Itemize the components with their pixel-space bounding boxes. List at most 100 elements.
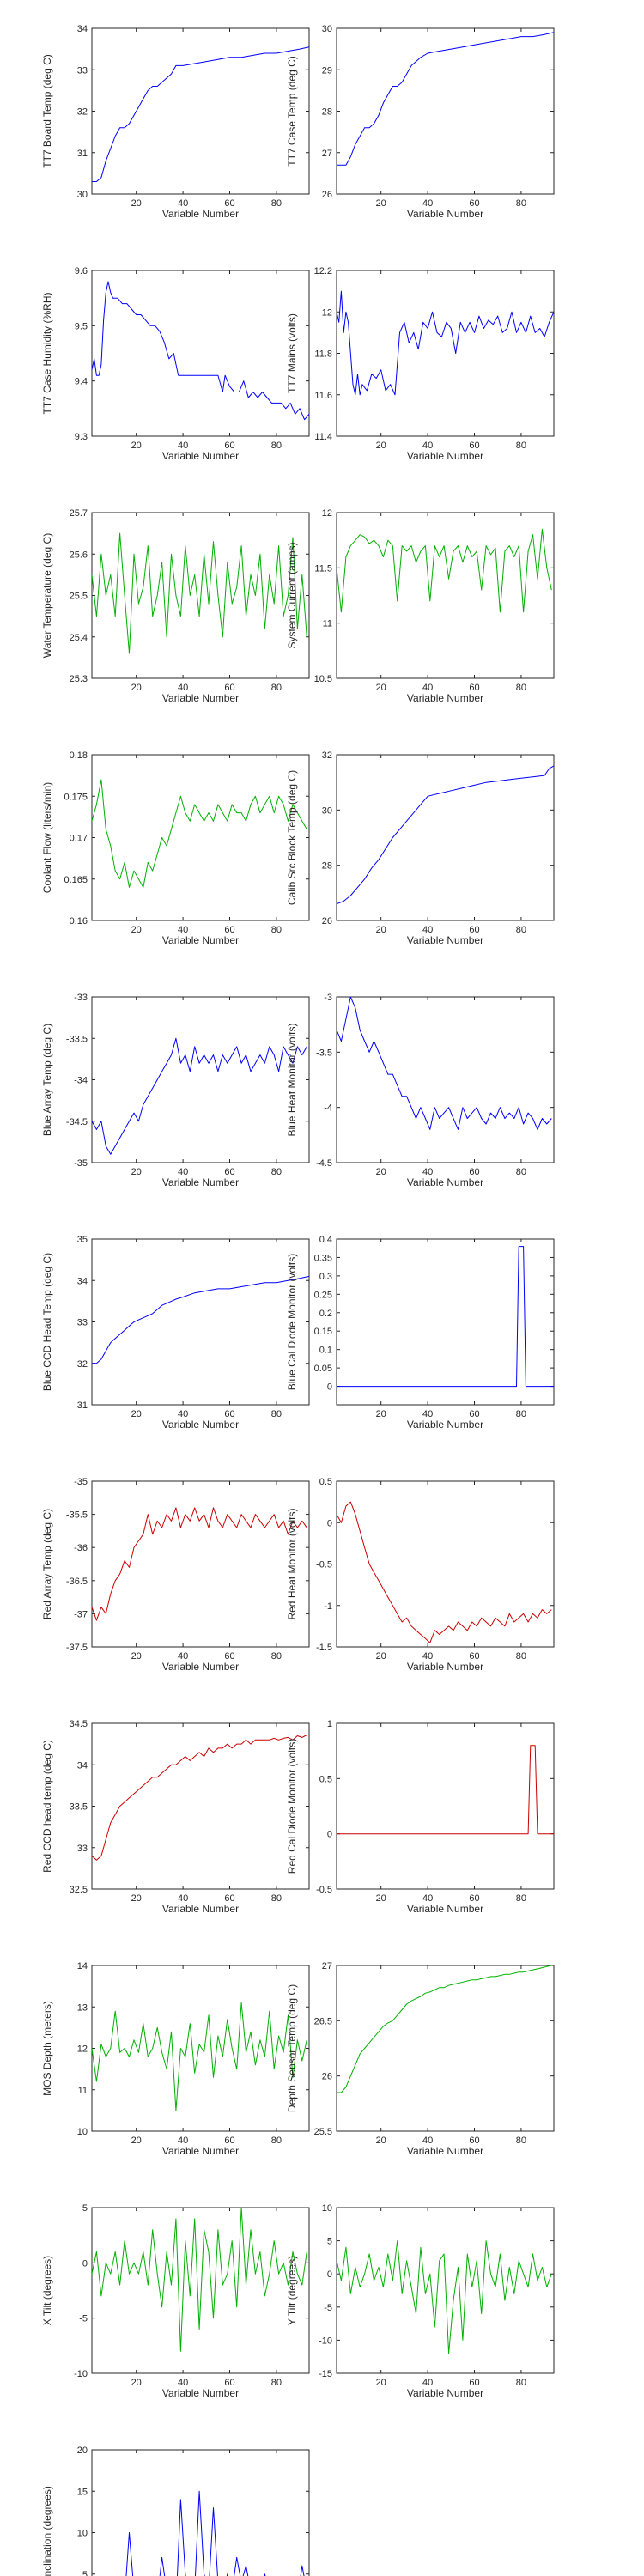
x-tick-label: 40: [178, 1167, 188, 1177]
x-tick-label: 60: [469, 1409, 479, 1419]
y-axis-label: Coolant Flow (liters/min): [41, 782, 53, 893]
y-tick-label: 27: [322, 149, 332, 159]
series-line: [92, 2002, 307, 2111]
axes-box: [336, 2207, 555, 2374]
axes-box: [91, 754, 310, 921]
y-axis-label: Depth Sensor Temp (deg C): [286, 1984, 298, 2112]
y-tick-label: 33.5: [70, 1802, 88, 1813]
x-tick-label: 20: [131, 198, 142, 209]
x-axis-label: Variable Number: [407, 692, 483, 704]
y-axis-label: X Tilt (degrees): [41, 2256, 53, 2325]
series-line: [337, 290, 554, 396]
x-axis-label: Variable Number: [162, 2387, 239, 2399]
y-tick-label: 11: [78, 2086, 88, 2096]
x-tick-label: 60: [469, 925, 479, 935]
y-tick-label: 35: [77, 1235, 88, 1245]
y-tick-label: 32: [322, 750, 332, 761]
y-tick-label: 34: [77, 1760, 88, 1771]
x-axis-label: Variable Number: [162, 1419, 239, 1431]
axes-box: [336, 512, 555, 679]
y-tick-label: -4: [324, 1103, 332, 1114]
x-tick-label: 80: [271, 198, 282, 209]
y-tick-label: 11.8: [314, 349, 332, 360]
x-tick-label: 20: [131, 2378, 142, 2388]
panel-red-heat-monitor: 20 40 60 80 -1.5 -1 -0.5 0 0.5 Variable Number Red…: [286, 1477, 555, 1673]
y-axis-label: Red Heat Monitor (volts): [286, 1508, 298, 1619]
panel-blue-ccd-head-temp: 20 40 60 80 31 32 33 34 35 Variable Number Blue CC…: [41, 1235, 310, 1431]
x-tick-label: 20: [376, 440, 386, 451]
panel-blue-cal-diode-monitor: 20 40 60 80 0 0.05 0.1 0.15 0.2 0.25 0.3 0.35 0.4 Var…: [286, 1235, 555, 1431]
x-tick-label: 40: [178, 2136, 188, 2146]
axes-box: [91, 1238, 310, 1406]
x-tick-label: 20: [131, 2136, 142, 2146]
x-tick-label: 80: [516, 683, 526, 693]
x-tick-label: 80: [516, 2378, 526, 2388]
x-tick-label: 40: [422, 2136, 433, 2146]
y-tick-label: 9.6: [75, 266, 88, 276]
y-axis-label: Y Tilt (degrees): [286, 2256, 298, 2325]
series-line: [337, 1246, 554, 1388]
x-axis-label: Variable Number: [407, 1661, 483, 1673]
x-tick-label: 40: [422, 925, 433, 935]
y-tick-label: 0.25: [314, 1290, 332, 1300]
x-tick-label: 20: [376, 2136, 386, 2146]
panel-inclination: 2040608005101520Variable NumberInclinati…: [41, 2445, 310, 2576]
x-tick-label: 80: [516, 1651, 526, 1662]
x-tick-label: 60: [469, 440, 479, 451]
x-tick-label: 80: [271, 2136, 282, 2146]
x-tick-label: 80: [516, 440, 526, 451]
y-tick-label: 0: [327, 1382, 332, 1393]
x-tick-label: 80: [516, 1167, 526, 1177]
x-tick-label: 60: [224, 1651, 234, 1662]
y-tick-label: 0.05: [314, 1364, 332, 1374]
y-tick-label: 0.15: [314, 1327, 332, 1337]
series-line: [337, 1501, 552, 1643]
x-tick-label: 80: [516, 1893, 526, 1904]
y-axis-label: TT7 Mains (volts): [286, 313, 298, 393]
y-tick-label: -4.5: [316, 1158, 332, 1169]
y-tick-label: 25.5: [70, 592, 88, 602]
series-line: [92, 1507, 307, 1621]
series-line: [337, 2240, 552, 2354]
panel-depth-sensor-temp: 20 40 60 80 25.5 26 26.5 27 Variable Number Depth…: [286, 1961, 555, 2157]
x-tick-label: 60: [224, 1409, 234, 1419]
y-tick-label: 26.5: [314, 2016, 332, 2026]
y-tick-label: 11.4: [314, 432, 332, 442]
y-tick-label: -1: [324, 1601, 332, 1612]
y-tick-label: 14: [77, 1961, 88, 1971]
axes-box: [91, 1480, 310, 1648]
y-tick-label: 32: [77, 107, 88, 118]
x-tick-label: 80: [271, 440, 282, 451]
x-tick-label: 60: [224, 2136, 234, 2146]
panel-red-ccd-head-temp: 20 40 60 80 32.5 33 33.5 34 34.5 Variable Number R…: [41, 1719, 310, 1915]
y-tick-label: 0: [327, 1830, 332, 1840]
x-tick-label: 80: [271, 683, 282, 693]
x-tick-label: 40: [178, 683, 188, 693]
x-tick-label: 80: [516, 2136, 526, 2146]
series-line: [92, 46, 309, 182]
y-tick-label: 20: [77, 2445, 88, 2456]
y-tick-label: -34: [74, 1076, 88, 1086]
y-tick-label: -33: [74, 993, 88, 1003]
y-tick-label: 0.165: [64, 875, 88, 885]
y-tick-label: 0: [327, 1518, 332, 1528]
x-tick-label: 40: [178, 1651, 188, 1662]
x-tick-label: 80: [271, 2378, 282, 2388]
series-line: [92, 779, 307, 888]
y-tick-label: 26: [322, 916, 332, 927]
y-tick-label: 0.5: [319, 1477, 332, 1487]
y-tick-label: 33: [77, 65, 88, 76]
y-tick-label: 11: [323, 619, 332, 629]
x-tick-label: 20: [131, 683, 142, 693]
y-tick-label: 25.4: [70, 633, 88, 643]
x-tick-label: 60: [224, 925, 234, 935]
panel-mos-depth: 20 40 60 80 10 11 12 13 14 Variable Number MOS Dep…: [41, 1961, 310, 2157]
x-tick-label: 60: [224, 2378, 234, 2388]
x-tick-label: 40: [178, 1893, 188, 1904]
x-tick-label: 60: [469, 683, 479, 693]
y-tick-label: 10: [77, 2127, 88, 2137]
x-tick-label: 60: [469, 1167, 479, 1177]
x-tick-label: 40: [178, 925, 188, 935]
y-tick-label: -15: [319, 2369, 332, 2379]
y-tick-label: 1: [327, 1719, 332, 1729]
